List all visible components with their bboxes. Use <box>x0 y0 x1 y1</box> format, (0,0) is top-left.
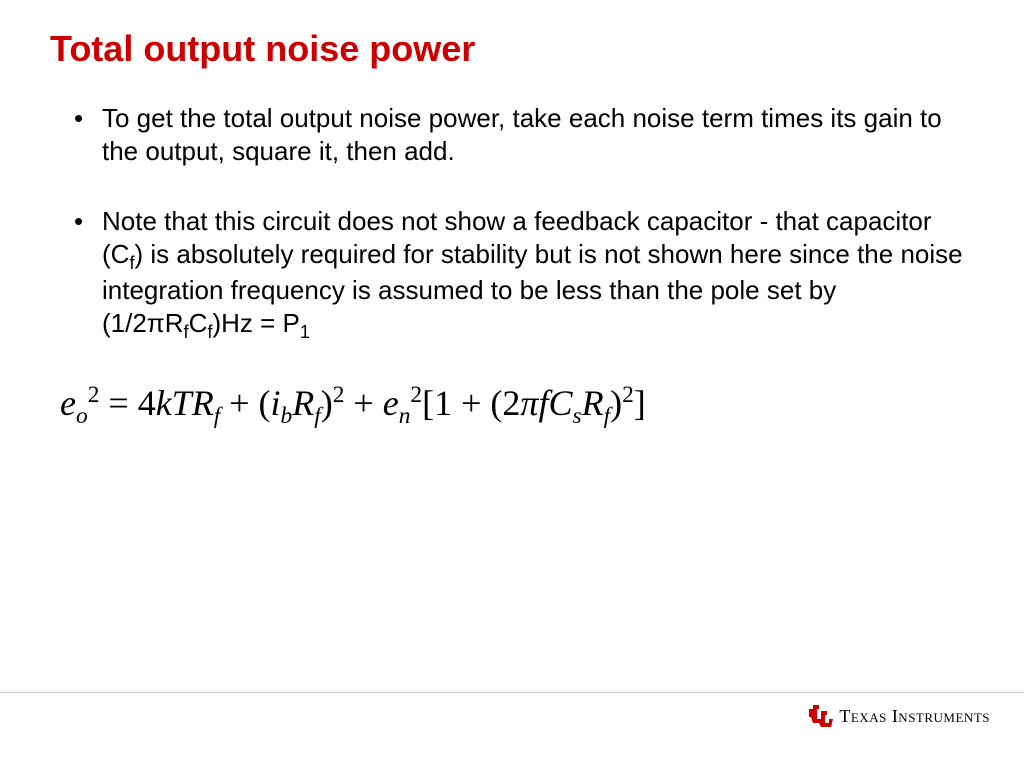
bullet-item-1: To get the total output noise power, tak… <box>74 102 974 167</box>
bullet-item-2: Note that this circuit does not show a f… <box>74 205 974 344</box>
bullet-list: To get the total output noise power, tak… <box>50 102 974 344</box>
brand-logo: Texas Instruments <box>807 705 990 727</box>
brand-text: Texas Instruments <box>839 706 990 727</box>
ti-mark-icon <box>807 705 833 727</box>
noise-power-equation: eo2 = 4kTRf + (ibRf)2 + en2[1 + (2πfCsRf… <box>60 382 974 430</box>
slide-container: Total output noise power To get the tota… <box>0 0 1024 768</box>
equation-block: eo2 = 4kTRf + (ibRf)2 + en2[1 + (2πfCsRf… <box>50 382 974 430</box>
slide-title: Total output noise power <box>50 28 974 70</box>
slide-footer: Texas Instruments <box>0 692 1024 744</box>
